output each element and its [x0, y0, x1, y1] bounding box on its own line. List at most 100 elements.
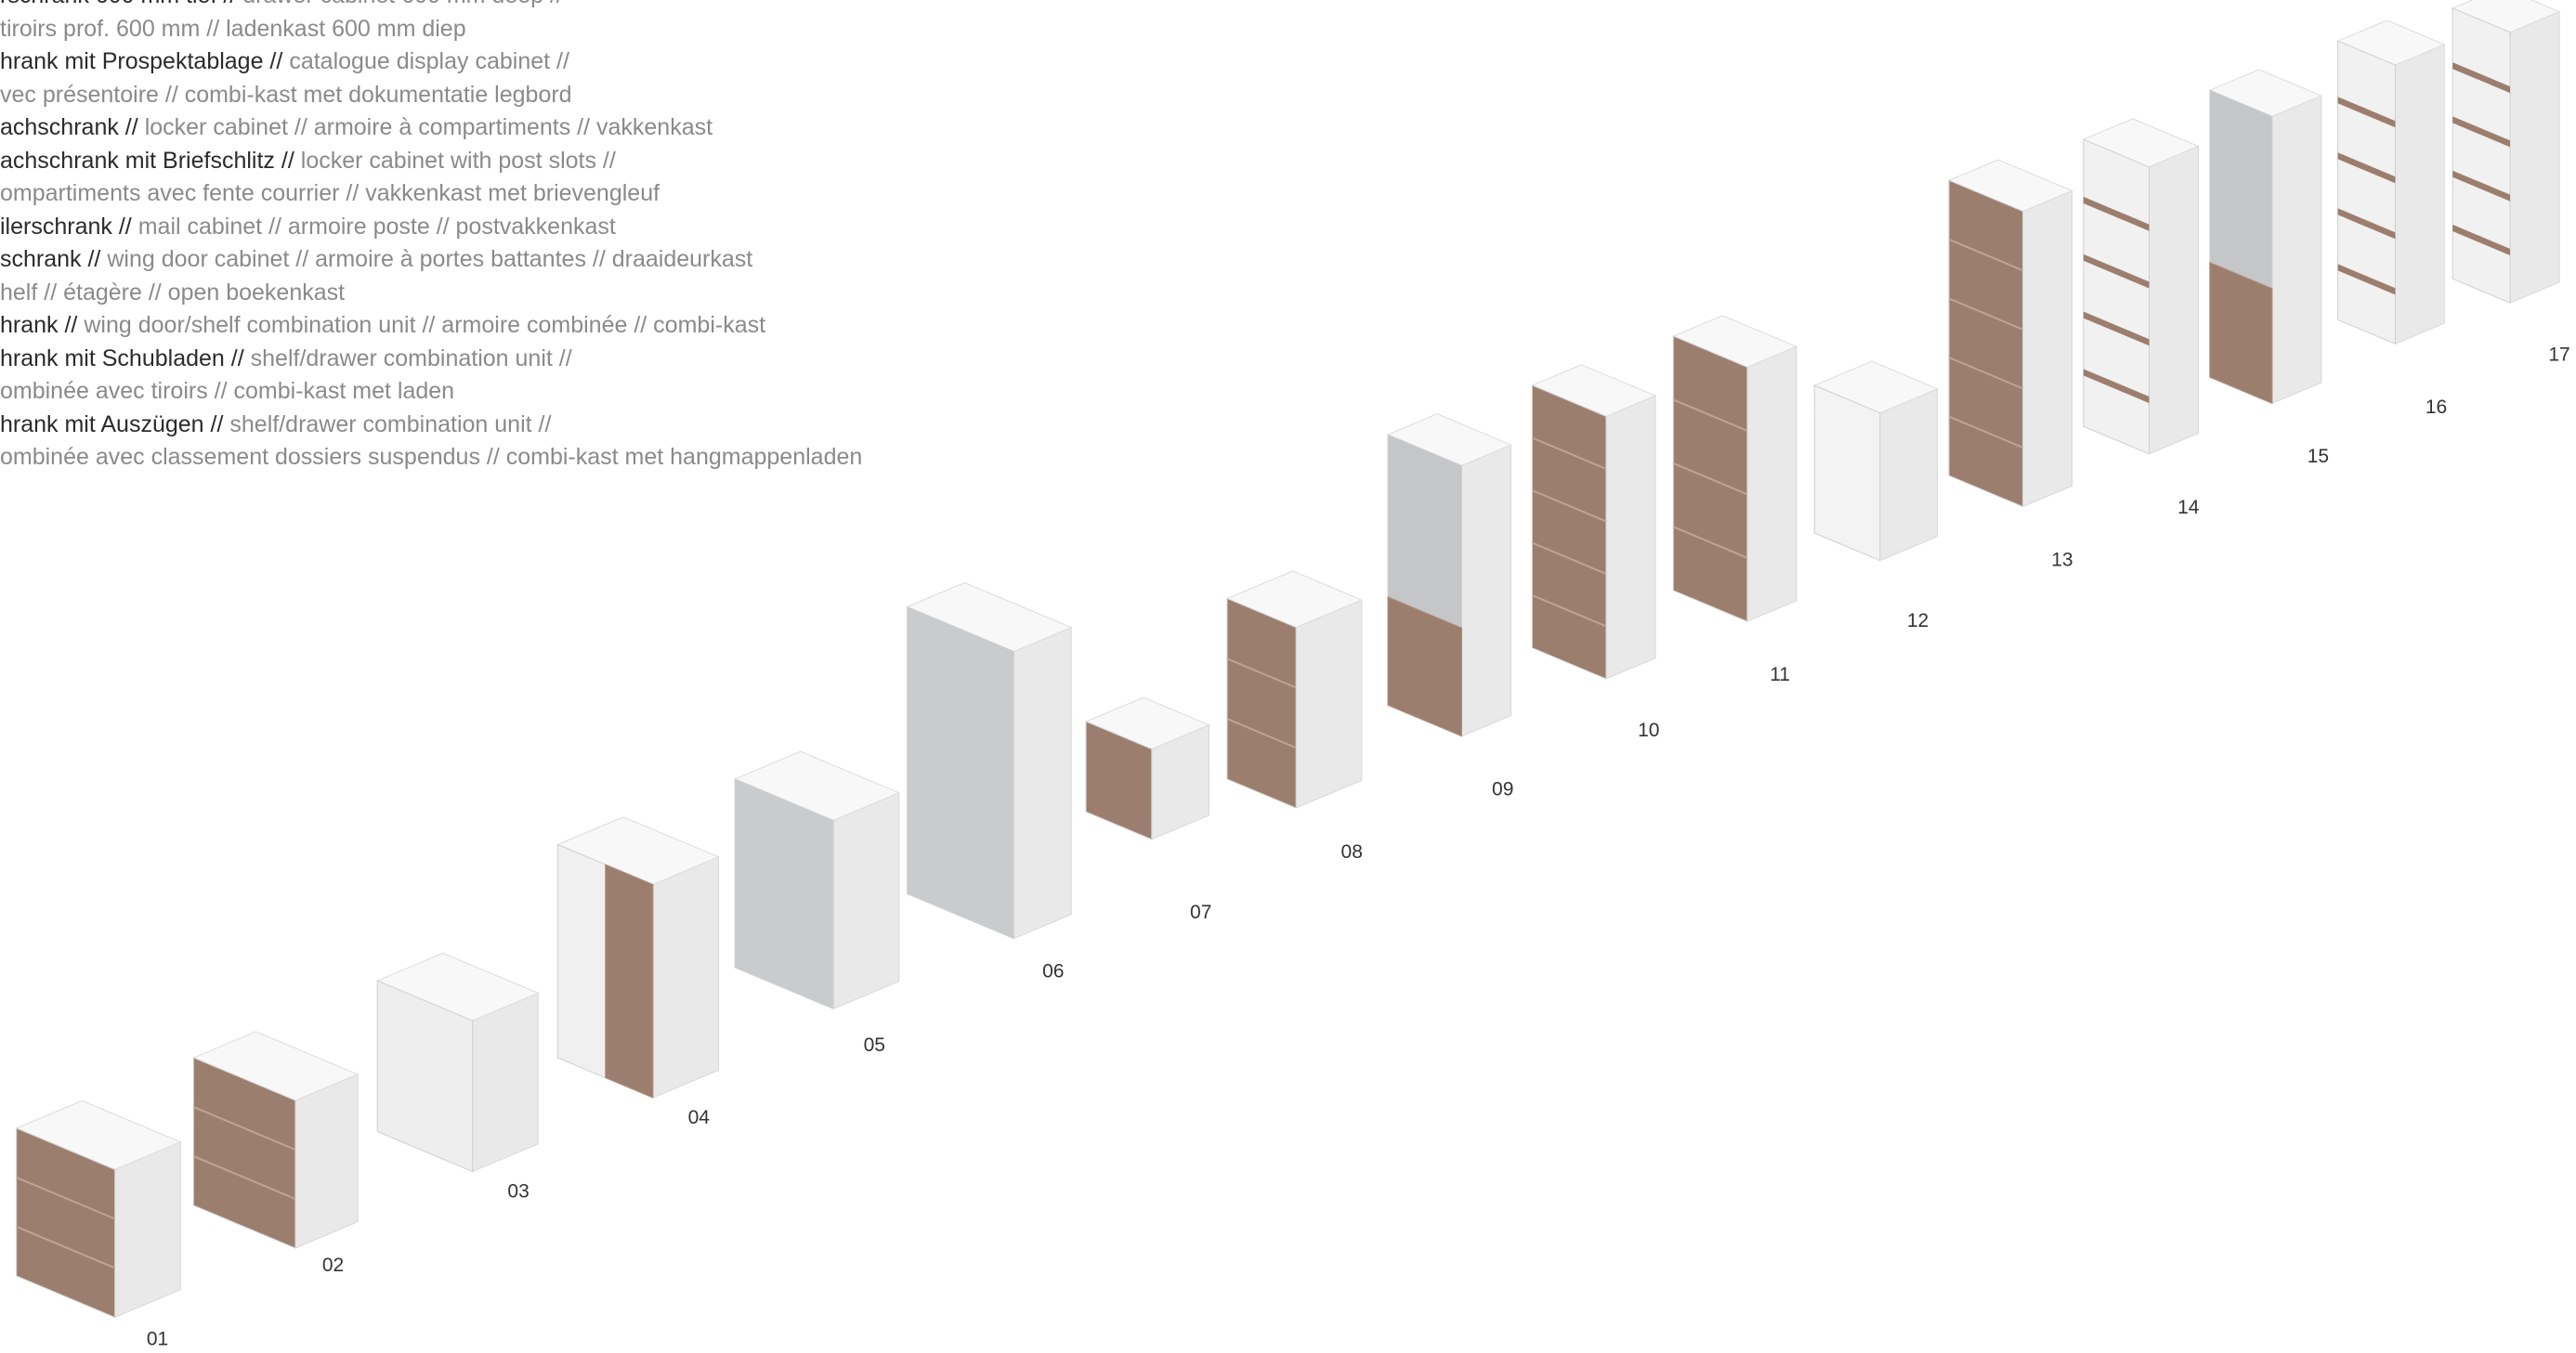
cabinet-door: [2209, 261, 2273, 405]
drawer-seam: [193, 1155, 296, 1200]
cabinet-side: [1295, 599, 1363, 809]
item-number: 07: [1190, 902, 1211, 923]
german-name: schrank //: [0, 246, 101, 272]
cabinet: [1947, 159, 2073, 508]
german-name: achschrank //: [0, 114, 138, 140]
cabinet-shelf: [2337, 152, 2396, 184]
translations: catalogue display cabinet //: [289, 48, 569, 74]
cabinet-side: [1013, 626, 1072, 940]
translations: locker cabinet // armoire à compartiment…: [144, 114, 713, 140]
item-number: 05: [864, 1034, 885, 1056]
description-line: achschrank mit Briefschlitz //locker cab…: [0, 145, 862, 178]
item-number: 09: [1492, 779, 1513, 800]
cabinet: [1225, 570, 1364, 809]
item-number: 15: [2308, 446, 2329, 467]
cabinet: [15, 1099, 182, 1319]
translations: ompartiments avec fente courrier // vakk…: [0, 180, 660, 206]
cabinet: [2082, 118, 2200, 455]
cabinet-side: [2149, 145, 2199, 455]
cabinet-side: [294, 1073, 359, 1249]
drawer-seam: [1948, 415, 2023, 449]
translations: ombinée avec tiroirs // combi-kast met l…: [0, 378, 455, 404]
cabinet: [1084, 696, 1210, 840]
translations: ombinée avec classement dossiers suspend…: [0, 444, 863, 470]
cabinet-side: [1746, 345, 1798, 622]
cabinet: [1531, 364, 1657, 680]
description-line: hrank mit Schubladen //shelf/drawer comb…: [0, 343, 862, 376]
cabinet-side: [652, 856, 719, 1099]
cabinet-front: [1948, 179, 2023, 508]
cabinet-side: [2271, 95, 2322, 405]
cabinet-side: [1605, 395, 1656, 680]
translations: mail cabinet // armoire poste // postvak…: [137, 213, 616, 240]
item-number: 03: [507, 1180, 529, 1202]
cabinet: [1386, 413, 1512, 737]
item-number: 04: [688, 1107, 711, 1128]
item-number: 17: [2548, 345, 2569, 366]
cabinet: [733, 750, 901, 1010]
cabinet-door: [605, 864, 654, 1099]
drawer-seam: [1672, 526, 1748, 559]
translations: vec présentoire // combi-kast met dokume…: [0, 81, 572, 108]
drawer-seam: [193, 1106, 296, 1151]
drawer-seam: [1948, 357, 2023, 390]
description-line: rschrank 600 mm tief // drawer cabinet 60…: [0, 0, 862, 13]
cabinet-shelf: [2083, 369, 2150, 404]
translations: helf // étagère // open boekenkast: [0, 279, 346, 306]
description-line: hrank //wing door/shelf combination unit…: [0, 309, 862, 343]
translations: tiroirs prof. 600 mm // ladenkast 600 mm…: [0, 15, 466, 42]
cabinet-side: [2022, 189, 2073, 508]
german-name: rschrank 600 mm tief //: [0, 0, 236, 8]
cabinet-front: [2337, 40, 2396, 345]
cabinet-shelf: [2452, 116, 2510, 148]
cabinet-front: [376, 980, 474, 1173]
item-number: 08: [1341, 841, 1363, 863]
cabinet-shelf: [2337, 208, 2396, 240]
german-name: hrank mit Auszügen //: [0, 410, 224, 437]
cabinet-side: [114, 1141, 181, 1319]
drawer-seam: [1948, 297, 2023, 331]
item-number: 16: [2426, 397, 2447, 418]
description-line: helf // étagère // open boekenkast: [0, 277, 862, 310]
cabinet-side: [1461, 444, 1511, 737]
item-number: 14: [2177, 497, 2200, 518]
german-name: hrank //: [0, 312, 78, 338]
item-number: 11: [1770, 664, 1790, 685]
cabinet: [556, 816, 720, 1099]
drawer-seam: [16, 1226, 116, 1269]
german-name: hrank mit Schubladen //: [0, 345, 244, 371]
item-number: 10: [1638, 720, 1659, 741]
cabinet-shelf: [2452, 170, 2510, 202]
cabinet-shelf: [2337, 97, 2396, 128]
description-list: rschrank 600 mm tief // drawer cabinet 60…: [0, 0, 862, 475]
drawer-seam: [1672, 462, 1748, 496]
description-line: ilerschrank //mail cabinet // armoire po…: [0, 211, 862, 244]
cabinet-shelf: [2452, 224, 2510, 255]
cabinet: [192, 1031, 360, 1249]
drawer-seam: [16, 1177, 116, 1220]
cabinet-front: [1813, 384, 1881, 562]
description-line: achschrank //locker cabinet // armoire à…: [0, 111, 862, 145]
description-line: ombinée avec classement dossiers suspend…: [0, 441, 862, 475]
cabinet: [1812, 360, 1939, 562]
cabinet-front: [734, 778, 834, 1010]
cabinet: [906, 581, 1073, 940]
cabinet-side: [2509, 10, 2560, 304]
cabinet-shelf: [2452, 62, 2510, 94]
item-number: 13: [2051, 550, 2073, 571]
drawer-seam: [1532, 436, 1607, 470]
cabinet-shelf: [2083, 254, 2150, 289]
german-name: ilerschrank //: [0, 213, 132, 240]
cabinet: [375, 952, 540, 1173]
description-line: ombinée avec tiroirs // combi-kast met l…: [0, 375, 862, 409]
item-number: 06: [1042, 961, 1064, 982]
item-number: 02: [322, 1255, 344, 1276]
cabinet-side: [1879, 387, 1939, 562]
cabinet-shelf: [2337, 264, 2396, 295]
drawer-seam: [1226, 718, 1297, 749]
cabinet-front: [1226, 597, 1297, 809]
drawer-seam: [1226, 657, 1297, 689]
cabinet-door: [1387, 596, 1462, 737]
description-line: vec présentoire // combi-kast met dokume…: [0, 79, 862, 112]
